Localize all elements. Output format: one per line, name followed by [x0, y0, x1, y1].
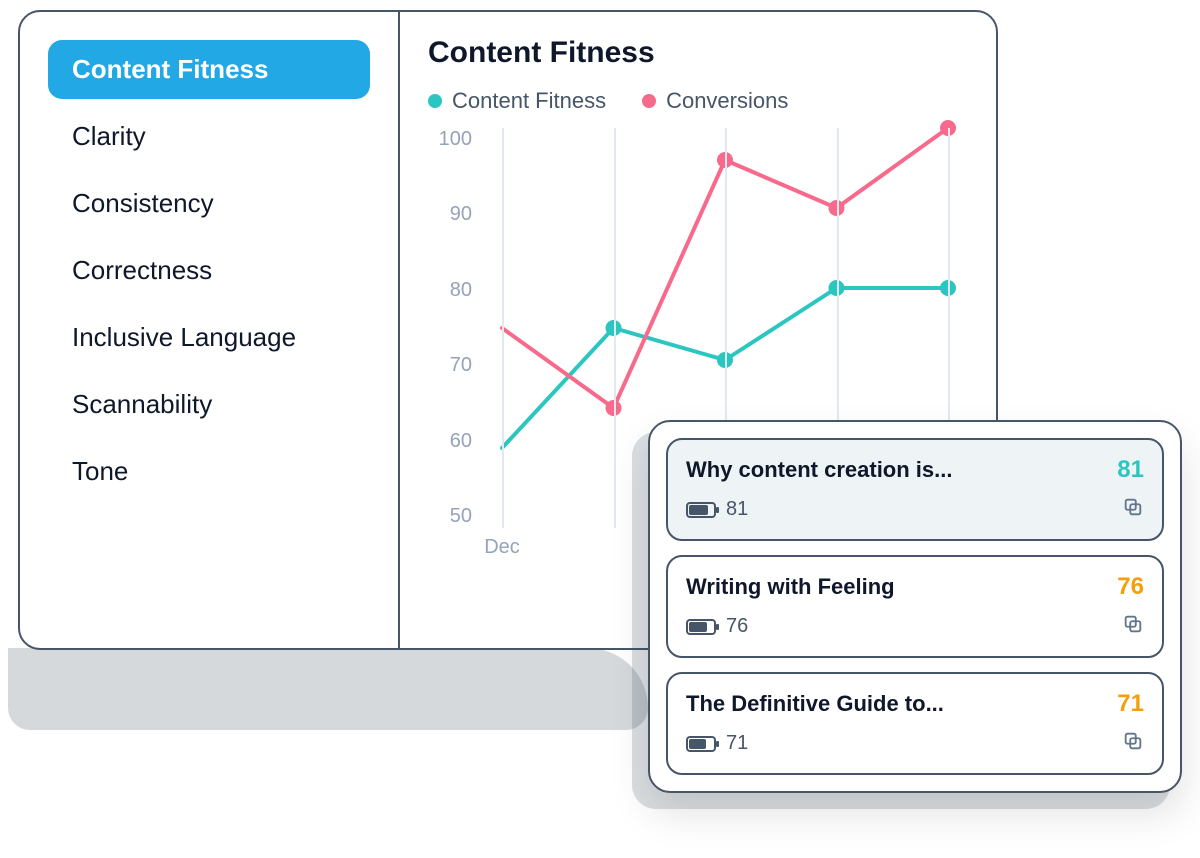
content-item-title: The Definitive Guide to... — [686, 691, 944, 717]
y-tick-label: 50 — [428, 505, 472, 528]
gridline — [614, 128, 616, 528]
sidebar-item-content-fitness[interactable]: Content Fitness — [48, 40, 370, 99]
battery-value: 76 — [726, 615, 748, 638]
y-tick-label: 90 — [428, 203, 472, 226]
sidebar-item-consistency[interactable]: Consistency — [48, 174, 370, 233]
legend-label: Conversions — [666, 88, 788, 114]
gridline — [502, 128, 504, 528]
card-shadow — [8, 648, 648, 730]
battery-value: 81 — [726, 498, 748, 521]
legend-dot — [428, 94, 442, 108]
battery-icon — [686, 502, 716, 518]
content-item[interactable]: Why content creation is... 81 81 — [666, 438, 1164, 541]
battery-icon — [686, 736, 716, 752]
sidebar-item-correctness[interactable]: Correctness — [48, 241, 370, 300]
y-tick-label: 80 — [428, 279, 472, 302]
copy-icon[interactable] — [1122, 613, 1144, 640]
content-item[interactable]: Writing with Feeling 76 76 — [666, 555, 1164, 658]
y-tick-label: 100 — [428, 128, 472, 151]
content-list-card: Why content creation is... 81 81 Writing wi… — [648, 420, 1182, 793]
y-tick-label: 70 — [428, 354, 472, 377]
sidebar-item-clarity[interactable]: Clarity — [48, 107, 370, 166]
battery-indicator: 81 — [686, 498, 748, 521]
legend-label: Content Fitness — [452, 88, 606, 114]
chart-legend: Content Fitness Conversions — [428, 88, 968, 114]
copy-icon[interactable] — [1122, 496, 1144, 523]
battery-value: 71 — [726, 732, 748, 755]
copy-icon[interactable] — [1122, 730, 1144, 757]
sidebar: Content Fitness Clarity Consistency Corr… — [20, 12, 400, 648]
sidebar-item-tone[interactable]: Tone — [48, 442, 370, 501]
content-item-score: 76 — [1117, 573, 1144, 601]
content-item-title: Writing with Feeling — [686, 574, 895, 600]
content-item-score: 71 — [1117, 690, 1144, 718]
sidebar-item-inclusive-language[interactable]: Inclusive Language — [48, 308, 370, 367]
legend-dot — [642, 94, 656, 108]
y-tick-label: 60 — [428, 430, 472, 453]
battery-icon — [686, 619, 716, 635]
content-item[interactable]: The Definitive Guide to... 71 71 — [666, 672, 1164, 775]
y-axis-labels: 100 90 80 70 60 50 — [428, 128, 472, 528]
chart-title: Content Fitness — [428, 36, 968, 70]
battery-indicator: 76 — [686, 615, 748, 638]
content-item-title: Why content creation is... — [686, 457, 952, 483]
battery-indicator: 71 — [686, 732, 748, 755]
legend-item-conversions: Conversions — [642, 88, 788, 114]
legend-item-content-fitness: Content Fitness — [428, 88, 606, 114]
x-tick-label: Dec — [484, 536, 520, 559]
content-item-score: 81 — [1117, 456, 1144, 484]
sidebar-item-scannability[interactable]: Scannability — [48, 375, 370, 434]
